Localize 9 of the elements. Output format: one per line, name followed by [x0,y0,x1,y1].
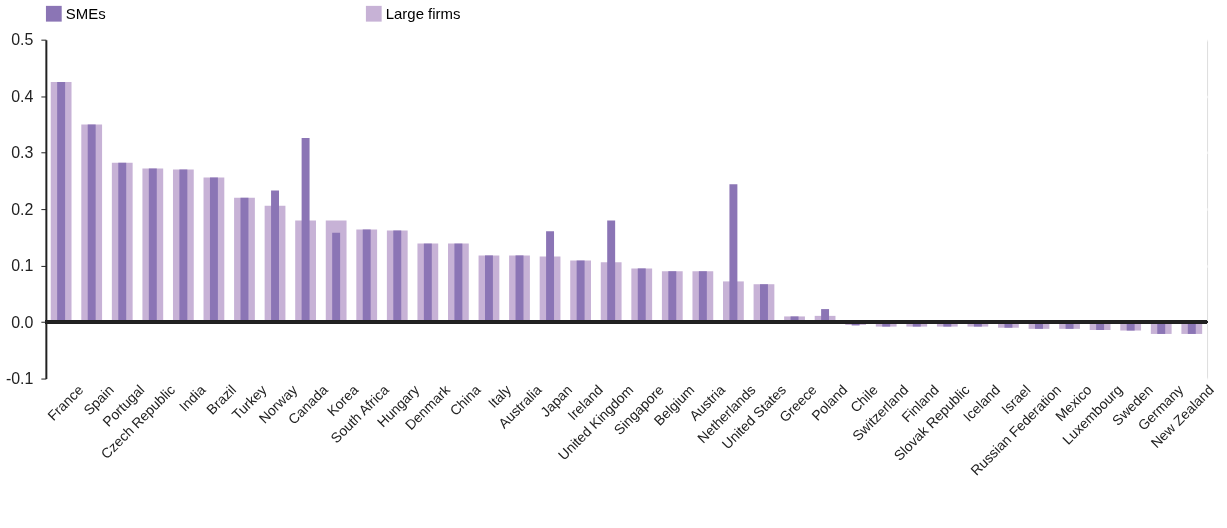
y-tick-label: 0.5 [11,31,34,49]
y-tick-label: 0.1 [11,257,34,275]
y-tick-label: 0.3 [11,144,34,162]
legend-label: Large firms [385,4,461,22]
y-tick-label: 0.4 [11,87,34,105]
y-tick-label: 0.0 [11,313,34,331]
y-tick-label: 0.2 [11,200,34,218]
y-tick-label: -0.1 [5,370,34,388]
legend-label: SMEs [65,4,106,22]
